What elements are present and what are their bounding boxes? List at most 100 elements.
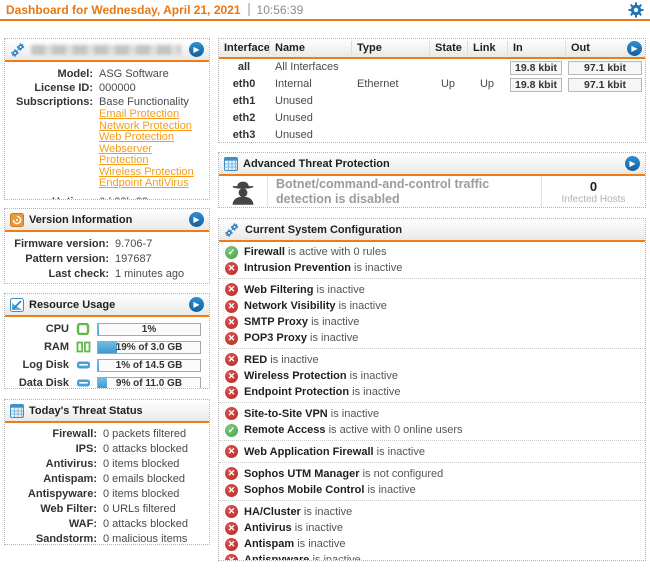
config-item-status: is not configured — [362, 467, 444, 480]
config-item-status: is inactive — [311, 316, 360, 328]
config-item-text: SMTP Proxy is inactive — [244, 316, 359, 328]
threat-status-panel: Today's Threat Status Firewall: 0 packet… — [4, 399, 210, 545]
interface-table-row: eth0 Internal Ethernet Up Up 19.8 kbit 9… — [219, 76, 645, 93]
config-item-text: Firewall is active with 0 rules — [244, 246, 386, 258]
gears-icon — [224, 222, 240, 238]
column-header: In — [507, 41, 565, 55]
subscription-link[interactable]: Email Protection — [99, 108, 180, 120]
version-panel-title: Version Information — [29, 213, 133, 226]
status-icon — [225, 299, 238, 313]
field-value: ASG Software — [99, 68, 169, 80]
version-panel-arrow-button[interactable]: ▶ — [189, 212, 204, 227]
config-item-status: is inactive — [312, 554, 361, 561]
resource-row: CPU 1% — [5, 321, 201, 337]
subscription-link[interactable]: Network Protection — [99, 119, 192, 132]
config-item-status: is inactive — [354, 262, 403, 274]
config-item-text: Antivirus is inactive — [244, 522, 343, 534]
config-item-status: is inactive — [376, 445, 425, 458]
threat-status-row: Antispam: 0 emails blocked — [5, 472, 205, 487]
field-label: Last check: — [48, 268, 109, 280]
version-field-row: Last check: 1 minutes ago — [5, 267, 203, 282]
threat-label: WAF: — [68, 518, 97, 530]
resource-panel-arrow-button[interactable]: ▶ — [189, 297, 204, 312]
config-item-name: Wireless Protection — [244, 370, 347, 382]
resource-row: RAM 19% of 3.0 GB — [5, 339, 201, 355]
threat-value: 0 attacks blocked — [103, 443, 188, 455]
config-panel-header: Current System Configuration — [219, 219, 645, 242]
settings-gear-icon[interactable] — [628, 2, 644, 18]
progress-text: 9% of 11.0 GB — [115, 377, 183, 389]
cell-interface: eth1 — [232, 95, 256, 107]
resource-row: Data Disk 9% of 11.0 GB — [5, 375, 201, 389]
uptime-row: Uptime: 6d 23h 28m — [5, 195, 203, 200]
field-label: Firmware version: — [14, 238, 109, 250]
field-value: 9.706-7 — [115, 238, 153, 250]
config-item-name: HA/Cluster — [244, 505, 301, 518]
threat-status-row: Firewall: 0 packets filtered — [5, 427, 205, 442]
subscription-link[interactable]: Web Protection — [99, 131, 175, 143]
threat-status-row: Sandstorm: 0 malicious items detected — [5, 532, 205, 545]
config-item-name: Firewall — [244, 246, 285, 258]
threat-panel-title: Today's Threat Status — [29, 404, 143, 417]
config-item-text: POP3 Proxy is inactive — [244, 332, 358, 344]
system-panel-arrow-button[interactable]: ▶ — [189, 42, 204, 57]
subscription-link[interactable]: Wireless Protection — [99, 165, 194, 178]
atp-status-message: Botnet/command-and-control traffic detec… — [267, 176, 541, 207]
system-panel-body: Model: ASG Software License ID: 000000 S… — [5, 62, 209, 200]
threat-label: Sandstorm: — [35, 533, 97, 545]
status-icon — [225, 505, 238, 518]
config-item-text: Sophos Mobile Control is inactive — [244, 484, 416, 496]
system-field-row: Model: ASG Software — [5, 67, 203, 81]
config-item-text: Web Application Firewall is inactive — [244, 446, 425, 458]
atp-panel-title: Advanced Threat Protection — [243, 157, 390, 170]
interface-table-row: eth2 Unused — [219, 110, 645, 127]
config-item-text: Antispam is inactive — [244, 538, 345, 550]
uptime-label: Uptime: — [5, 195, 93, 200]
status-icon — [225, 467, 238, 480]
status-icon — [225, 483, 238, 497]
system-config-panel: Current System Configuration Firewall is… — [218, 218, 646, 561]
progress-text: 19% of 3.0 GB — [115, 341, 183, 353]
threat-status-row: IPS: 0 attacks blocked — [5, 442, 205, 457]
threat-value: 0 URLs filtered — [103, 503, 176, 515]
cell-link: Up — [479, 78, 495, 90]
field-label: Pattern version: — [25, 253, 109, 265]
config-item-text: RED is inactive — [244, 354, 319, 366]
system-field-row: Subscriptions: Base Functionality — [5, 95, 203, 109]
config-item-status: is inactive — [303, 505, 353, 518]
config-item-name: Network Visibility — [244, 300, 336, 312]
progress-text: 1% — [141, 323, 157, 335]
config-item: Intrusion Prevention is inactive — [219, 260, 645, 276]
config-item-name: Antivirus — [244, 522, 292, 534]
config-item-name: Intrusion Prevention — [244, 262, 351, 274]
column-header: Type — [351, 41, 429, 55]
config-item-status: is inactive — [294, 522, 344, 534]
subscription-link[interactable]: Endpoint AntiVirus — [99, 177, 189, 189]
config-item-status: is inactive — [367, 484, 416, 496]
config-item-name: Sophos UTM Manager — [244, 467, 360, 480]
gears-icon — [10, 42, 26, 58]
resource-row: Log Disk 1% of 14.5 GB — [5, 357, 201, 373]
calendar-icon — [224, 156, 238, 171]
config-item-name: Sophos Mobile Control — [244, 484, 365, 496]
config-item: Sophos UTM Manager is not configured — [219, 462, 645, 482]
config-item: Antispam is inactive — [219, 536, 645, 552]
interface-panel-arrow-button[interactable]: ▶ — [627, 41, 642, 56]
uptime-value: 6d 23h 28m — [99, 195, 203, 200]
threat-label: Antispyware: — [27, 488, 97, 500]
cell-type: Ethernet — [357, 78, 399, 90]
resource-panel-title: Resource Usage — [29, 298, 116, 311]
resource-label: RAM — [43, 341, 69, 353]
config-item-text: Wireless Protection is inactive — [244, 370, 398, 382]
system-field-row: License ID: 000000 — [5, 81, 203, 95]
atp-panel-arrow-button[interactable]: ▶ — [625, 156, 640, 171]
system-panel-header: ▶ — [5, 39, 209, 62]
config-item-name: Remote Access — [244, 424, 326, 436]
config-item-text: Network Visibility is inactive — [244, 300, 387, 312]
field-label: License ID: — [34, 82, 93, 94]
subscription-link[interactable]: Webserver Protection — [99, 142, 152, 166]
status-icon — [225, 315, 238, 329]
infected-hosts-label: Infected Hosts — [561, 193, 626, 205]
resource-progress-bar: 1% of 14.5 GB — [97, 358, 201, 372]
field-value: 197687 — [115, 253, 152, 265]
